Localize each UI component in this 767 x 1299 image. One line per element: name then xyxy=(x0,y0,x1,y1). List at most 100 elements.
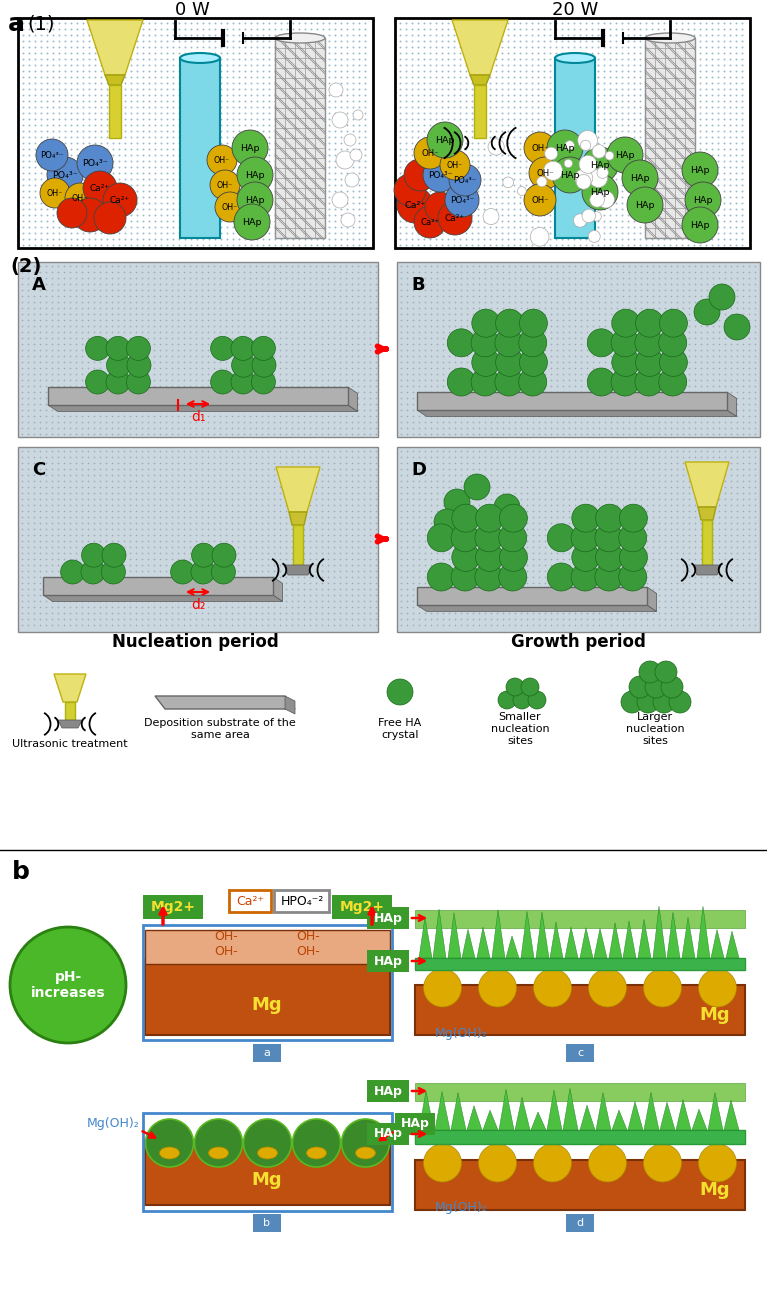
Point xyxy=(563,423,575,444)
Point xyxy=(707,417,719,438)
Point xyxy=(466,187,478,208)
Point xyxy=(407,339,419,360)
Point xyxy=(268,400,280,421)
Text: d₂: d₂ xyxy=(191,598,206,612)
Point xyxy=(88,459,100,479)
Point xyxy=(581,548,593,569)
Point xyxy=(215,229,227,249)
Point xyxy=(232,536,244,557)
Point xyxy=(676,346,689,366)
Point xyxy=(622,31,634,52)
Point xyxy=(142,488,154,509)
Point xyxy=(413,405,425,426)
Point xyxy=(646,18,658,39)
Point xyxy=(22,309,35,330)
Point xyxy=(65,139,77,160)
Point xyxy=(220,507,232,527)
Point xyxy=(59,222,71,243)
Point xyxy=(112,477,124,498)
Point xyxy=(106,518,118,539)
Point xyxy=(123,274,136,295)
Point xyxy=(119,144,131,165)
Point xyxy=(334,525,346,546)
Point xyxy=(233,229,245,249)
Point xyxy=(539,387,551,408)
Point xyxy=(718,187,730,208)
Point xyxy=(100,364,112,385)
Point xyxy=(545,543,557,564)
Point xyxy=(184,483,196,504)
Point xyxy=(166,346,178,366)
Point xyxy=(539,591,551,612)
Point xyxy=(611,382,623,403)
Point xyxy=(304,614,316,635)
Point xyxy=(658,61,670,82)
Point xyxy=(250,364,262,385)
Point xyxy=(652,139,664,160)
Point xyxy=(130,279,142,300)
Point xyxy=(569,483,581,504)
Point xyxy=(89,61,101,82)
Point xyxy=(244,304,256,325)
Point xyxy=(239,31,251,52)
Point xyxy=(257,169,269,190)
Point xyxy=(599,417,611,438)
Point xyxy=(83,36,95,57)
Point xyxy=(743,543,755,564)
Point xyxy=(587,370,599,391)
Point xyxy=(497,375,509,396)
Point xyxy=(225,364,238,385)
Point xyxy=(617,488,629,509)
Point xyxy=(316,477,328,498)
Point xyxy=(131,181,143,201)
Point xyxy=(179,229,191,249)
Point xyxy=(244,400,256,421)
Point xyxy=(605,536,617,557)
Point xyxy=(527,483,539,504)
Point xyxy=(197,31,209,52)
Point xyxy=(503,513,515,534)
Point xyxy=(545,507,557,527)
Text: Ca²⁺: Ca²⁺ xyxy=(90,183,110,192)
Point xyxy=(495,61,508,82)
Point xyxy=(472,126,484,147)
Point xyxy=(340,279,352,300)
Point xyxy=(53,48,65,69)
Point xyxy=(502,13,514,34)
Point xyxy=(148,585,160,605)
Point xyxy=(364,423,376,444)
Point xyxy=(551,400,563,421)
Point xyxy=(275,114,287,135)
Point xyxy=(597,205,610,226)
Point xyxy=(689,286,701,307)
Point xyxy=(16,405,28,426)
Point xyxy=(364,387,376,408)
Point xyxy=(317,205,329,226)
Point xyxy=(749,447,761,468)
Point xyxy=(244,513,256,534)
Point xyxy=(719,465,731,486)
Point xyxy=(395,488,407,509)
Point xyxy=(202,61,215,82)
Point xyxy=(479,394,491,414)
Point xyxy=(185,55,197,75)
Point xyxy=(268,261,280,282)
Point xyxy=(731,470,743,491)
Point xyxy=(478,36,490,57)
Point xyxy=(280,405,292,426)
Point xyxy=(466,151,478,171)
Point xyxy=(167,139,179,160)
Point xyxy=(545,477,557,498)
Point xyxy=(400,169,412,190)
Point xyxy=(599,470,611,491)
Point xyxy=(676,387,689,408)
Point xyxy=(161,174,173,195)
Point xyxy=(280,465,292,486)
Point xyxy=(179,61,191,82)
Point xyxy=(587,470,599,491)
Point xyxy=(35,36,47,57)
Point xyxy=(310,370,322,391)
Point xyxy=(617,585,629,605)
Point xyxy=(646,103,658,123)
Point xyxy=(34,536,46,557)
